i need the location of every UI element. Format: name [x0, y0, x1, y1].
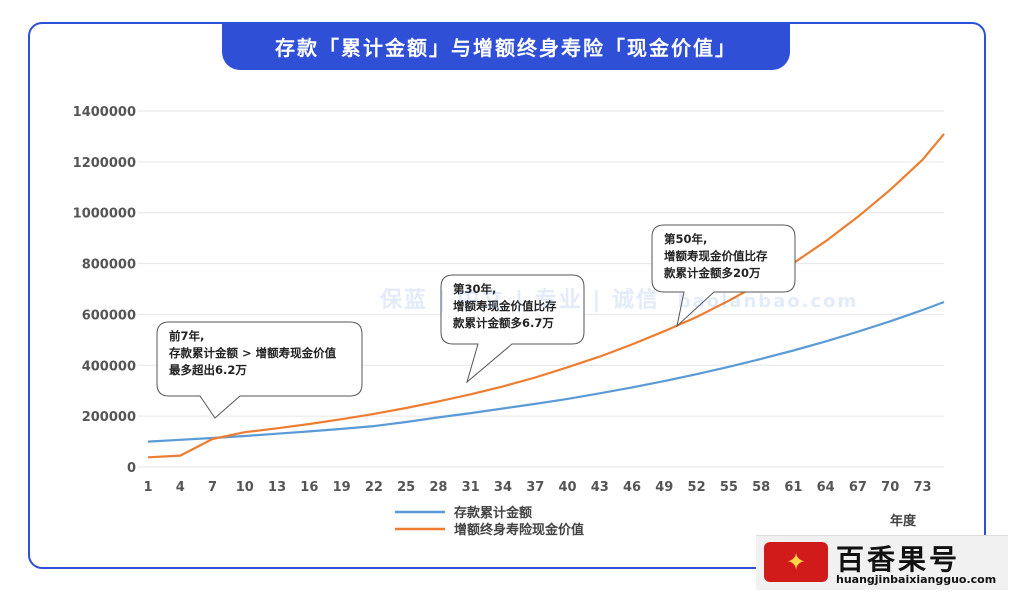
- x-tick-label: 25: [397, 480, 415, 495]
- callout-text-line: 款累计金额多20万: [664, 266, 761, 280]
- series-line-0: [147, 300, 945, 443]
- callout-box: [156, 321, 363, 419]
- watermark-text: 保蓝 | 中立 | 专业 | 诚信: [380, 288, 661, 313]
- legend-label-1: 增额终身寿险现金价值: [454, 522, 584, 538]
- x-tick-label: 52: [688, 480, 706, 495]
- x-tick-label: 67: [849, 480, 867, 495]
- x-tick-label: 4: [176, 480, 185, 495]
- callout-text-line: 增额寿现金价值比存: [453, 299, 557, 313]
- site-logo: ✦ 百香果号 huangjinbaixiangguo.com: [756, 535, 1008, 590]
- logo-name: 百香果号: [836, 543, 961, 576]
- x-tick-label: 34: [494, 480, 512, 495]
- x-tick-label: 40: [558, 480, 576, 495]
- y-tick-label: 800000: [82, 258, 136, 273]
- x-tick-label: 55: [720, 480, 738, 495]
- y-tick-label: 1400000: [73, 105, 136, 120]
- x-tick-label: 73: [913, 480, 931, 495]
- series-lines: [147, 133, 945, 459]
- x-tick-label: 22: [365, 480, 383, 495]
- x-tick-label: 7: [208, 480, 217, 495]
- x-tick-label: 58: [752, 480, 770, 495]
- x-tick-label: 28: [429, 480, 447, 495]
- series-line-1: [147, 133, 945, 459]
- watermark: 保蓝 | 中立 | 专业 | 诚信 baolanbao.com: [380, 282, 858, 314]
- y-tick-label: 0: [127, 461, 136, 476]
- y-axis-ticks: 0 200000 400000 600000 800000 1000000 1200000 1…: [73, 105, 136, 476]
- x-tick-label: 64: [817, 480, 835, 495]
- y-tick-label: 1000000: [73, 207, 136, 222]
- x-tick-label: 37: [526, 480, 544, 495]
- logo-star-icon: ✦: [764, 542, 828, 582]
- y-tick-label: 600000: [82, 308, 136, 323]
- x-tick-label: 13: [268, 480, 286, 495]
- callout-box: [651, 224, 796, 328]
- callout-text-line: 增额寿现金价值比存: [664, 249, 768, 263]
- x-tick-label: 46: [623, 480, 641, 495]
- y-tick-label: 200000: [82, 410, 136, 425]
- callout-text-line: 第30年,: [453, 282, 496, 296]
- x-axis-ticks: 1 4 7 10 13 16 19 22 25 28 31 34 37 40 43 46 49 52 55 58 61 6…: [143, 480, 931, 495]
- x-tick-label: 1: [143, 480, 152, 495]
- y-tick-label: 400000: [82, 359, 136, 374]
- x-tick-label: 43: [591, 480, 609, 495]
- chart-title: 存款「累计金额」与增额终身寿险「现金价值」: [222, 22, 790, 70]
- callout-text-line: 最多超出6.2万: [169, 363, 247, 377]
- x-tick-label: 70: [881, 480, 899, 495]
- x-tick-label: 19: [333, 480, 351, 495]
- callout-box: [440, 274, 585, 384]
- watermark-url: baolanbao.com: [677, 291, 859, 312]
- y-tick-label: 1200000: [73, 156, 136, 171]
- x-tick-label: 10: [236, 480, 254, 495]
- callout-text-line: 第50年,: [664, 232, 707, 246]
- callout-text-line: 前7年,: [169, 329, 204, 343]
- x-tick-label: 16: [300, 480, 318, 495]
- x-tick-label: 49: [655, 480, 673, 495]
- x-tick-label: 31: [462, 480, 480, 495]
- legend-label-0: 存款累计金额: [454, 505, 532, 521]
- logo-url: huangjinbaixiangguo.com: [836, 573, 997, 586]
- x-tick-label: 61: [784, 480, 802, 495]
- x-axis-label: 年度: [890, 513, 917, 529]
- callout-text-line: 存款累计金额 > 增额寿现金价值: [169, 346, 337, 360]
- callout-text-line: 款累计金额多6.7万: [453, 316, 554, 330]
